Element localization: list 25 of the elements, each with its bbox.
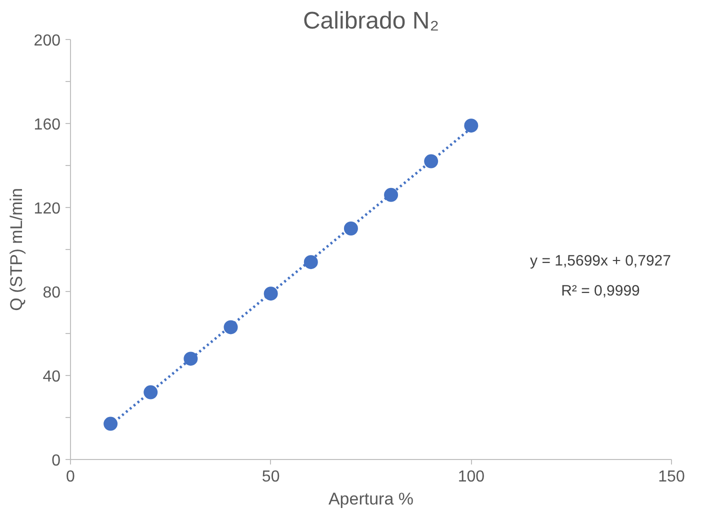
point	[144, 385, 158, 400]
y-tick-label: 200	[34, 32, 61, 50]
y-tick-label: 0	[52, 452, 61, 470]
annotation: R² = 0,9999	[561, 282, 640, 300]
y-tick-label: 40	[42, 368, 61, 386]
x-tick-label: 0	[66, 468, 76, 486]
point	[264, 286, 278, 301]
point	[224, 320, 238, 334]
point	[464, 118, 478, 133]
y-tick-label: 160	[34, 116, 61, 134]
x-tick-label: 50	[262, 468, 280, 486]
point	[344, 222, 358, 236]
y-tick-label: 120	[34, 200, 61, 218]
point	[384, 188, 398, 202]
x-tick-label: 150	[658, 468, 685, 486]
point	[104, 416, 118, 431]
point	[184, 352, 198, 366]
x-axis-title: Apertura %	[328, 490, 414, 508]
x-tick-label: 100	[458, 468, 485, 486]
y-axis-title: Q (STP) mL/min	[6, 188, 26, 311]
point	[424, 154, 438, 168]
chart-title: Calibrado N₂	[302, 8, 440, 34]
annotation: y = 1,5699x + 0,7927	[530, 252, 671, 270]
y-tick-label: 80	[42, 284, 61, 302]
point	[304, 255, 318, 270]
